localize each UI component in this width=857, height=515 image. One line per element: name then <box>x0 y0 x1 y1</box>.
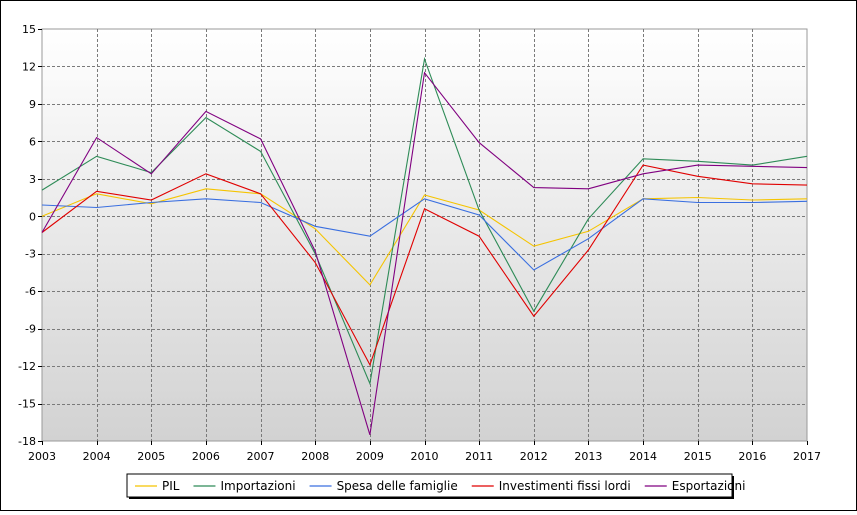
y-tick-label: 15 <box>22 23 36 36</box>
x-tick-label: 2009 <box>356 450 384 463</box>
legend: PIL Importazioni Spesa delle famiglie Inves… <box>126 473 746 499</box>
legend-label: PIL <box>162 479 180 493</box>
x-tick-label: 2012 <box>520 450 548 463</box>
series-line-2 <box>41 56 808 386</box>
series-line-5 <box>41 71 808 435</box>
y-tick-label: -9 <box>25 323 36 336</box>
series-lines <box>41 56 808 435</box>
series-line-3 <box>41 198 808 271</box>
legend-label: Esportazioni <box>672 479 746 493</box>
legend-label: Spesa delle famiglie <box>337 479 458 493</box>
x-tick-label: 2013 <box>574 450 602 463</box>
y-tick-label: -15 <box>18 398 36 411</box>
x-tick-label: 2006 <box>192 450 220 463</box>
x-axis-ticks: 2003 2004 2005 2006 2007 2008 2009 2010 2011 2012… <box>28 441 821 463</box>
x-tick-label: 2003 <box>28 450 56 463</box>
grid-lines <box>42 29 807 441</box>
x-tick-label: 2007 <box>247 450 275 463</box>
series-line-4 <box>41 164 808 367</box>
y-tick-label: 12 <box>22 60 36 73</box>
legend-label: Importazioni <box>220 479 295 493</box>
y-tick-label: 3 <box>29 173 36 186</box>
x-tick-label: 2004 <box>83 450 111 463</box>
y-tick-label: 9 <box>29 98 36 111</box>
x-tick-label: 2005 <box>137 450 165 463</box>
y-tick-label: 0 <box>29 210 36 223</box>
x-tick-label: 2010 <box>411 450 439 463</box>
x-tick-label: 2011 <box>465 450 493 463</box>
plot-area <box>41 28 808 442</box>
y-tick-label: -3 <box>25 248 36 261</box>
y-tick-label: 6 <box>29 135 36 148</box>
legend-box <box>126 473 733 498</box>
y-tick-label: -18 <box>18 435 36 448</box>
y-tick-label: -12 <box>18 360 36 373</box>
x-tick-label: 2008 <box>301 450 329 463</box>
x-tick-label: 2016 <box>738 450 766 463</box>
y-tick-label: -6 <box>25 285 36 298</box>
x-tick-label: 2015 <box>684 450 712 463</box>
y-axis-ticks: 15 12 9 6 3 0 -3 -6 -9 -12 -15 -18 <box>18 23 42 448</box>
series-line-1 <box>41 188 808 286</box>
x-tick-label: 2014 <box>629 450 657 463</box>
x-tick-label: 2017 <box>793 450 821 463</box>
legend-label: Investimenti fissi lordi <box>499 479 631 493</box>
